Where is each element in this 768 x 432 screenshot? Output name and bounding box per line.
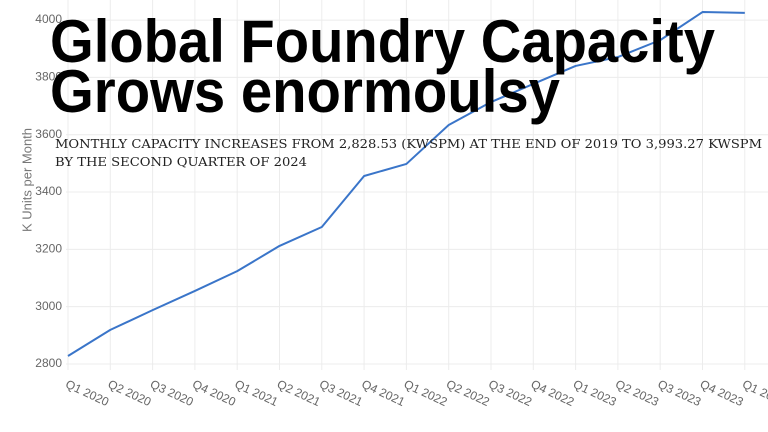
x-tick-label: Q2 2023	[613, 377, 661, 409]
y-tick-label: 2800	[35, 356, 62, 370]
overlay: Global Foundry Capacity Grows enormoulsy…	[50, 8, 762, 169]
x-tick-label: Q3 2020	[148, 377, 196, 409]
y-tick-label: 3800	[35, 70, 62, 84]
x-tick-label: Q4 2021	[359, 377, 407, 409]
x-tick-label: Q3 2023	[656, 377, 704, 409]
x-tick-label: Q4 2023	[698, 377, 746, 409]
line-series	[67, 11, 745, 357]
title-line: Global Foundry Capacity	[50, 8, 716, 75]
title-line: Grows enormoulsy	[50, 58, 561, 125]
x-tick-label: Q4 2020	[190, 377, 238, 409]
x-tick-label: Q2 2021	[275, 377, 323, 409]
x-tick-label: Q3 2021	[317, 377, 365, 409]
x-tick-label: Q1 2020	[63, 377, 111, 409]
x-tick-label: Q3 2022	[486, 377, 534, 409]
x-tick-label: Q4 2022	[529, 377, 577, 409]
y-axis-label: K Units per Month	[19, 128, 34, 232]
y-tick-label: 3000	[35, 299, 62, 313]
x-tick-label: Q1 2022	[402, 377, 450, 409]
y-tick-label: 3200	[35, 242, 62, 256]
y-tick-label: 4000	[35, 12, 62, 26]
x-tick-label: Q2 2020	[106, 377, 154, 409]
y-tick-label: 3600	[35, 127, 62, 141]
y-tick-label: 3400	[35, 184, 62, 198]
x-tick-label: Q1 2021	[233, 377, 281, 409]
x-tick-label: Q1 2024	[740, 377, 768, 409]
subtitle-line: BY THE SECOND QUARTER OF 2024	[55, 155, 307, 169]
subtitle-line: MONTHLY CAPACITY INCREASES FROM 2,828.53…	[55, 137, 762, 151]
x-tick-label: Q2 2022	[444, 377, 492, 409]
x-tick-label: Q1 2023	[571, 377, 619, 409]
